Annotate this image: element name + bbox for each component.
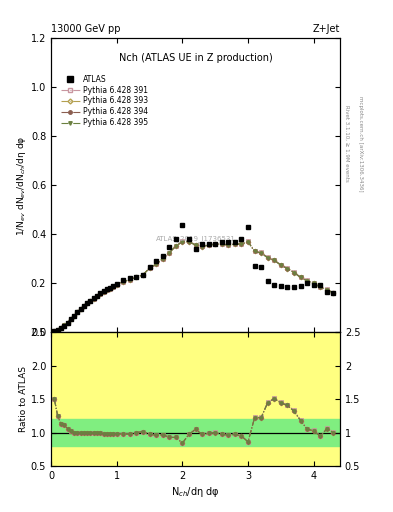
Text: mcplots.cern.ch [arXiv:1306.3436]: mcplots.cern.ch [arXiv:1306.3436] (358, 96, 363, 191)
Text: Z+Jet: Z+Jet (312, 24, 340, 34)
Bar (51, 332, 340, 466)
Y-axis label: Ratio to ATLAS: Ratio to ATLAS (19, 366, 28, 432)
X-axis label: N$_{ch}$/dη dφ: N$_{ch}$/dη dφ (171, 485, 220, 499)
Text: ATLAS_2019_I1736531: ATLAS_2019_I1736531 (156, 235, 235, 242)
Y-axis label: 1/N$_{ev}$ dN$_{ev}$/dN$_{ch}$/dη dφ: 1/N$_{ev}$ dN$_{ev}$/dN$_{ch}$/dη dφ (15, 135, 28, 236)
Text: 13000 GeV pp: 13000 GeV pp (51, 24, 121, 34)
Legend: ATLAS, Pythia 6.428 391, Pythia 6.428 393, Pythia 6.428 394, Pythia 6.428 395: ATLAS, Pythia 6.428 391, Pythia 6.428 39… (58, 72, 151, 131)
Text: Nch (ATLAS UE in Z production): Nch (ATLAS UE in Z production) (119, 53, 272, 63)
Bar (51, 419, 340, 446)
Text: Rivet 3.1.10, ≥ 1.9M events: Rivet 3.1.10, ≥ 1.9M events (344, 105, 349, 182)
